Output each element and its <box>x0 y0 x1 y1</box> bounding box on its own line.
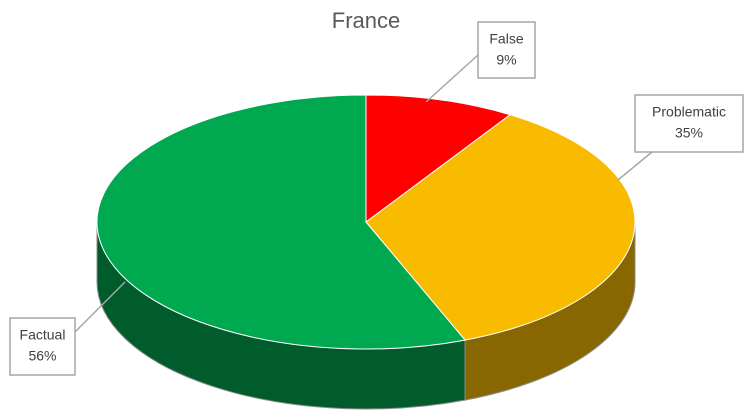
value-label: 35% <box>675 125 703 141</box>
label-box <box>477 21 536 79</box>
label-box <box>9 317 76 376</box>
value-label: 9% <box>496 52 516 68</box>
label-box <box>634 94 744 153</box>
leader-line <box>425 54 479 103</box>
category-label: Factual <box>20 327 66 343</box>
leader-line <box>74 281 126 333</box>
pie-slice <box>96 94 466 350</box>
chart-title: France <box>332 8 400 33</box>
category-label: Problematic <box>652 104 726 120</box>
pie-slice <box>365 94 512 223</box>
leader-line <box>617 151 653 181</box>
value-label: 56% <box>28 348 56 364</box>
pie-slice <box>365 114 636 341</box>
category-label: False <box>489 31 523 47</box>
